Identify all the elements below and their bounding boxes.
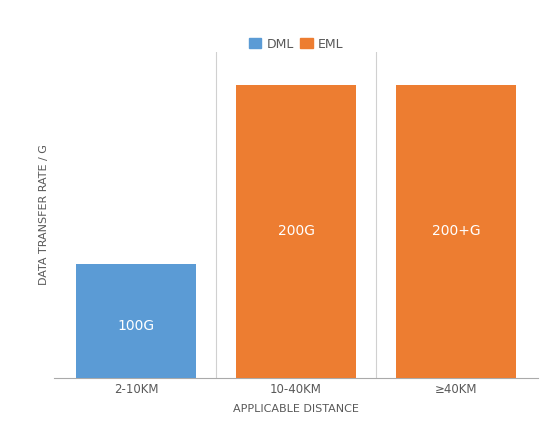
Text: 200G: 200G [277, 224, 315, 238]
Legend: DML, EML: DML, EML [244, 32, 348, 56]
Y-axis label: DATA TRANSFER RATE / G: DATA TRANSFER RATE / G [38, 144, 48, 286]
Bar [236, 85, 356, 378]
X-axis label: APPLICABLE DISTANCE: APPLICABLE DISTANCE [233, 404, 359, 414]
Text: 200+G: 200+G [432, 224, 480, 238]
Text: 100G: 100G [117, 320, 155, 334]
Bar [76, 264, 196, 378]
Bar [396, 85, 516, 378]
